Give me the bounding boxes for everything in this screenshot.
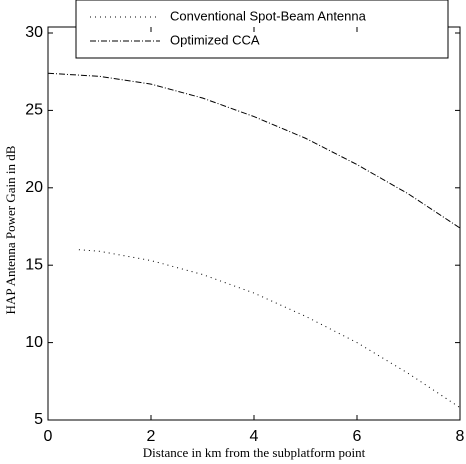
x-tick-label: 0 (44, 428, 53, 445)
y-tick-label: 25 (25, 102, 43, 119)
x-axis-label: Distance in km from the subplatform poin… (143, 445, 366, 460)
y-tick-label: 10 (25, 334, 43, 351)
x-tick-label: 2 (147, 428, 156, 445)
series-line (78, 249, 461, 409)
legend-label: Optimized CCA (170, 32, 260, 47)
y-tick-label: 5 (34, 411, 43, 428)
legend (75, 0, 449, 59)
y-axis-label: HAP Antenna Power Gain in dB (3, 145, 18, 314)
y-tick-label: 30 (25, 24, 43, 41)
y-tick-label: 20 (25, 179, 43, 196)
series-line (47, 72, 461, 229)
x-tick-label: 4 (250, 428, 259, 445)
x-tick-label: 6 (353, 428, 362, 445)
legend-label: Conventional Spot-Beam Antenna (170, 8, 367, 23)
y-tick-label: 15 (25, 256, 43, 273)
x-tick-label: 8 (456, 428, 465, 445)
plot-frame (47, 26, 461, 421)
